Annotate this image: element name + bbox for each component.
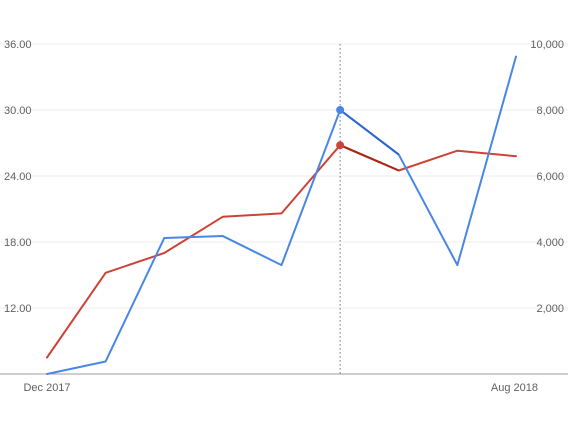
right-axis-ticks: 2,000 4,000 6,000 8,000 10,000 (530, 39, 564, 315)
right-tick-label: 2,000 (536, 303, 564, 315)
x-axis-ticks: Dec 2017 Aug 2018 (23, 382, 538, 394)
left-tick-label: 18.00 (4, 237, 32, 249)
left-tick-label: 36.00 (4, 39, 32, 51)
x-tick-label: Aug 2018 (491, 382, 538, 394)
right-tick-label: 4,000 (536, 237, 564, 249)
left-tick-label: 24.00 (4, 171, 32, 183)
hover-highlight-segment (339, 109, 400, 156)
right-tick-label: 10,000 (530, 39, 564, 51)
x-tick-label: Dec 2017 (23, 382, 70, 394)
series-line-right-axis (46, 55, 517, 375)
gridlines (0, 43, 568, 309)
left-tick-label: 30.00 (4, 105, 32, 117)
right-tick-label: 8,000 (536, 105, 564, 117)
right-tick-label: 6,000 (536, 171, 564, 183)
data-point (336, 141, 345, 150)
hover-highlight-segment (339, 144, 400, 172)
left-axis-ticks: 12.00 18.00 24.00 30.00 36.00 (4, 39, 32, 315)
data-point (336, 106, 345, 114)
series-line-left-axis (46, 144, 517, 359)
series-lines (46, 55, 517, 375)
left-tick-label: 12.00 (4, 303, 32, 315)
